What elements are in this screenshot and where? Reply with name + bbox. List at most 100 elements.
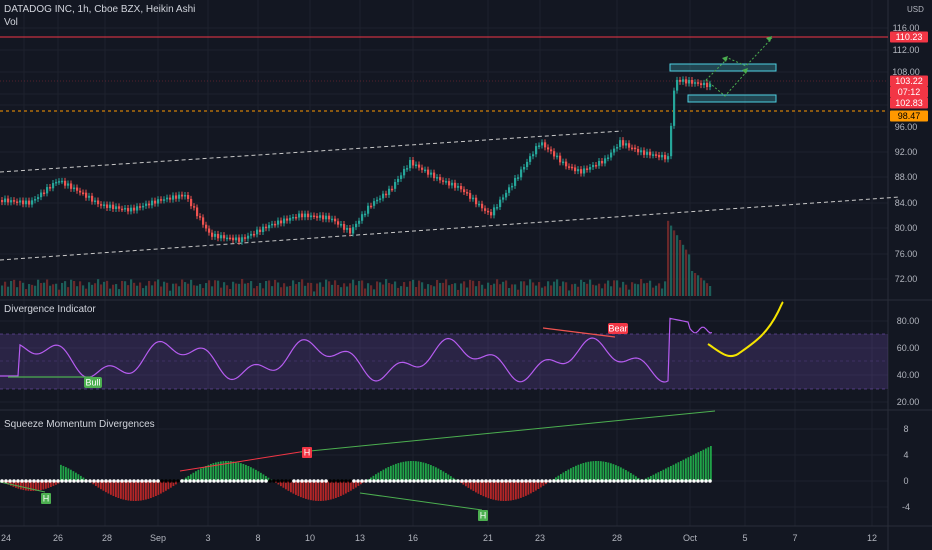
candle-body bbox=[463, 189, 466, 193]
candle-body bbox=[412, 160, 415, 166]
squeeze-pane-title[interactable]: Squeeze Momentum Divergences bbox=[4, 419, 155, 430]
candle-body bbox=[436, 177, 439, 179]
histogram-bar bbox=[130, 481, 132, 501]
volume-bar bbox=[511, 284, 514, 296]
histogram-bar bbox=[210, 463, 212, 481]
squeeze-dot bbox=[556, 479, 560, 483]
histogram-bar bbox=[242, 463, 245, 481]
volume-bar bbox=[646, 282, 649, 296]
histogram-bar bbox=[687, 457, 690, 481]
bear-label[interactable]: Bear bbox=[608, 323, 628, 334]
rsi-axis-label: 60.00 bbox=[897, 343, 920, 353]
volume-bar bbox=[619, 287, 622, 296]
symbol-title[interactable]: DATADOG INC, 1h, Cboe BZX, Heikin Ashi bbox=[4, 4, 196, 15]
candle-body bbox=[133, 207, 136, 211]
low-marker-right[interactable]: H bbox=[478, 510, 488, 521]
squeeze-dot bbox=[396, 479, 400, 483]
high-marker[interactable]: H bbox=[302, 447, 312, 458]
histogram-bar bbox=[680, 461, 682, 481]
volume-bar bbox=[532, 282, 535, 296]
squeeze-dot bbox=[124, 479, 128, 483]
histogram-bar bbox=[322, 481, 325, 501]
squeeze-dot bbox=[80, 479, 84, 483]
price-tag-text: 07:12 bbox=[898, 87, 921, 97]
volume-legend[interactable]: Vol bbox=[4, 17, 18, 28]
candle-body bbox=[325, 215, 328, 220]
histogram-bar bbox=[120, 481, 122, 499]
histogram-bar bbox=[697, 452, 700, 481]
volume-bar bbox=[247, 282, 250, 296]
bull-label[interactable]: Bull bbox=[84, 377, 102, 388]
squeeze-dot bbox=[260, 479, 264, 483]
histogram-bar bbox=[332, 481, 335, 499]
histogram-bar bbox=[387, 467, 390, 481]
price-tag-box bbox=[890, 75, 928, 87]
histogram-bar bbox=[112, 481, 115, 496]
candle-body bbox=[448, 181, 451, 186]
candle-body bbox=[562, 161, 565, 164]
volume-bar bbox=[463, 281, 466, 296]
rsi-axis[interactable]: 80.00 60.00 40.00 20.00 bbox=[897, 316, 920, 407]
volume-bar bbox=[190, 279, 193, 296]
volume-bar bbox=[388, 282, 391, 296]
histogram-bar bbox=[492, 481, 495, 500]
histogram-bar bbox=[22, 481, 25, 491]
left-low-divergence-line bbox=[0, 481, 46, 493]
candle-body bbox=[385, 193, 388, 196]
volume-bar bbox=[658, 283, 661, 296]
candle-body bbox=[100, 204, 103, 206]
candle-body bbox=[430, 172, 433, 175]
candle-body bbox=[487, 210, 490, 213]
histogram-bar bbox=[542, 481, 545, 486]
histogram-bar bbox=[357, 481, 360, 486]
forecast-sketch-curve[interactable] bbox=[707, 301, 784, 358]
lower-target-box[interactable] bbox=[687, 94, 777, 103]
squeeze-dot bbox=[212, 479, 216, 483]
squeeze-dot bbox=[312, 479, 316, 483]
projection-arrows[interactable] bbox=[705, 37, 773, 97]
volume-bar bbox=[493, 283, 496, 296]
upper-target-box[interactable] bbox=[669, 63, 777, 72]
squeeze-dot bbox=[40, 479, 44, 483]
candle-body bbox=[286, 218, 289, 221]
candle-body bbox=[523, 167, 526, 170]
histogram-bar bbox=[117, 481, 120, 499]
time-axis[interactable]: 24 26 28 Sep 3 8 10 13 16 21 23 28 Oct 5 7 12 bbox=[1, 533, 877, 543]
candle-body bbox=[118, 206, 121, 209]
volume-bar bbox=[565, 282, 568, 296]
volume-bar bbox=[268, 280, 271, 296]
histogram-bar bbox=[515, 481, 517, 500]
volume-bar bbox=[538, 282, 541, 296]
volume-bar bbox=[352, 279, 355, 296]
squeeze-dot bbox=[516, 479, 520, 483]
histogram-bar bbox=[160, 481, 162, 494]
candle-body bbox=[64, 180, 67, 186]
candle-body bbox=[337, 221, 340, 225]
volume-bar bbox=[706, 283, 709, 296]
volume-bar bbox=[184, 282, 187, 296]
squeeze-dot bbox=[620, 479, 624, 483]
volume-bar bbox=[373, 289, 376, 296]
channel-lower-line[interactable] bbox=[0, 196, 901, 261]
candle-body bbox=[301, 213, 304, 218]
squeeze-dot bbox=[164, 479, 168, 483]
squeeze-axis[interactable]: 8 4 0 -4 bbox=[902, 424, 910, 512]
histogram-bar bbox=[212, 463, 215, 481]
squeeze-dot bbox=[484, 479, 488, 483]
histogram-bar bbox=[317, 481, 320, 501]
volume-bar bbox=[79, 281, 82, 296]
volume-bar bbox=[280, 287, 283, 296]
channel-upper-line[interactable] bbox=[0, 130, 623, 173]
volume-bar bbox=[253, 288, 256, 296]
volume-bar bbox=[142, 288, 145, 296]
squeeze-dot bbox=[184, 479, 188, 483]
squeeze-dot bbox=[624, 479, 628, 483]
candle-body bbox=[502, 197, 505, 200]
candle-body bbox=[622, 140, 625, 146]
divergence-pane-title[interactable]: Divergence Indicator bbox=[4, 304, 96, 315]
volume-bar bbox=[685, 249, 688, 296]
volume-bar bbox=[187, 283, 190, 296]
candle-body bbox=[589, 167, 592, 170]
low-marker-left[interactable]: H bbox=[41, 493, 51, 504]
